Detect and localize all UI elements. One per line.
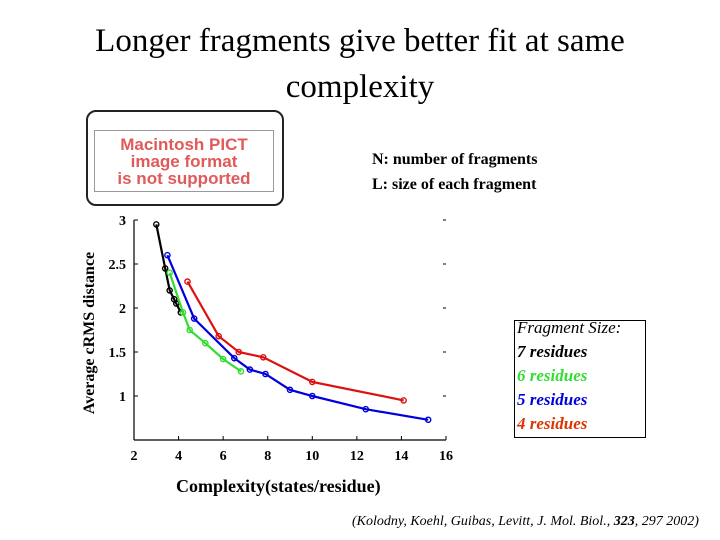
x-tick-label: 2 [131,449,138,464]
series-point [166,287,173,294]
series-line [155,224,182,313]
series-point [219,355,227,363]
x-tick-label: 14 [394,449,408,464]
x-tick-label: 12 [350,449,364,464]
pict-line-1: Macintosh PICT [120,134,248,154]
pict-line-2: image format [130,151,238,171]
series-line [186,281,404,402]
series-point [164,251,171,259]
citation-pages: , 297 2002) [634,514,699,529]
series-point [424,416,432,424]
legend-item-5: 5 residues [517,390,588,409]
y-tick-label: 3 [119,214,126,229]
x-tick-label: 4 [175,449,182,464]
series-point [166,269,173,277]
pict-placeholder-frame: Macintosh PICT image format is not suppo… [86,110,284,206]
citation: (Kolodny, Koehl, Guibas, Levitt, J. Mol.… [352,514,699,530]
series-point [286,386,294,394]
pict-line-3: is not supported [117,168,251,188]
legend-item-6: 6 residues [517,366,588,385]
x-tick-label: 6 [220,449,227,464]
series-point [237,368,245,375]
series-point [308,392,316,400]
x-axis-label: Complexity(states/residue) [176,476,381,496]
series-point [230,354,238,362]
series-point [215,332,222,340]
series-point [152,221,160,228]
x-tick-label: 8 [264,449,271,464]
note-n: N: number of fragments [372,151,538,168]
series-point [179,309,187,316]
legend-item-7: 7 residues [517,342,588,361]
y-tick-label: 1.5 [109,346,127,361]
y-tick-label: 2 [119,302,126,317]
series-point [259,353,267,361]
series-point [184,278,191,285]
pict-placeholder: Macintosh PICT image format is not suppo… [94,130,274,192]
y-tick-label: 2.5 [109,258,127,273]
series-point [246,366,254,373]
legend-item-4: 4 residues [517,414,588,433]
note-l: L: size of each fragment [372,176,537,193]
x-tick-label: 10 [305,449,319,464]
series-line [166,254,429,421]
series-point [202,339,209,347]
series-point [161,265,169,272]
slide-title: Longer fragments give better fit at same… [95,23,625,105]
citation-authors: (Kolodny, Koehl, Guibas, Levitt, J. Mol.… [352,514,614,529]
series-point [362,405,370,413]
series-point [308,378,316,386]
y-tick-label: 1 [119,390,126,405]
series-point [190,315,198,322]
legend: Fragment Size: 7 residues 6 residues 5 r… [514,318,646,438]
series-point [262,370,269,378]
series-point [235,348,243,356]
x-tick-label: 16 [439,449,453,464]
series-point [400,397,407,404]
citation-volume: 323 [613,514,635,529]
series-point [186,326,194,334]
series-line [168,272,242,373]
legend-title: Fragment Size: [517,318,622,337]
